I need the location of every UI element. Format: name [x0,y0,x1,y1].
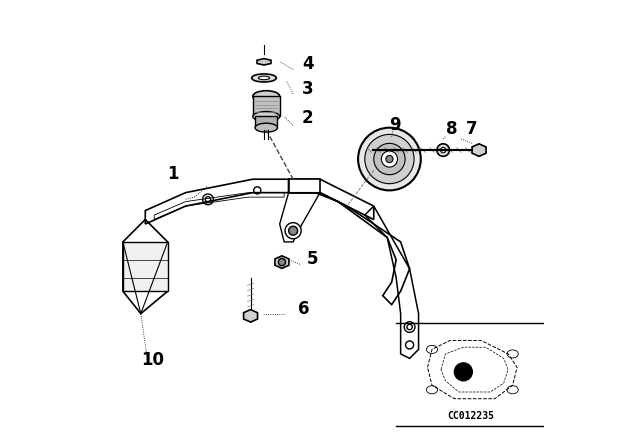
Polygon shape [472,144,486,156]
Ellipse shape [255,123,278,132]
Text: 9: 9 [389,116,401,134]
Text: 4: 4 [302,56,314,73]
Polygon shape [123,242,168,291]
Text: 7: 7 [466,121,477,138]
Polygon shape [289,179,320,193]
Text: 5: 5 [307,250,318,268]
Text: 3: 3 [302,80,314,98]
Polygon shape [275,256,289,268]
Ellipse shape [253,90,280,102]
Text: 1: 1 [168,165,179,183]
Ellipse shape [252,74,276,82]
Circle shape [278,258,285,266]
Circle shape [374,143,405,175]
Polygon shape [255,116,278,128]
Circle shape [285,223,301,239]
Circle shape [289,226,298,235]
Text: CC012235: CC012235 [448,411,495,421]
Circle shape [381,151,397,167]
Circle shape [358,128,421,190]
Ellipse shape [259,76,269,80]
Text: 8: 8 [446,121,458,138]
Circle shape [386,155,393,163]
Ellipse shape [253,112,280,121]
Polygon shape [244,310,257,322]
Circle shape [454,363,472,381]
Polygon shape [257,59,271,65]
Ellipse shape [437,144,449,156]
Circle shape [365,134,414,184]
Ellipse shape [440,147,446,153]
Text: 2: 2 [302,109,314,127]
Polygon shape [253,96,280,116]
Text: 10: 10 [141,351,164,369]
Text: 6: 6 [298,300,309,318]
